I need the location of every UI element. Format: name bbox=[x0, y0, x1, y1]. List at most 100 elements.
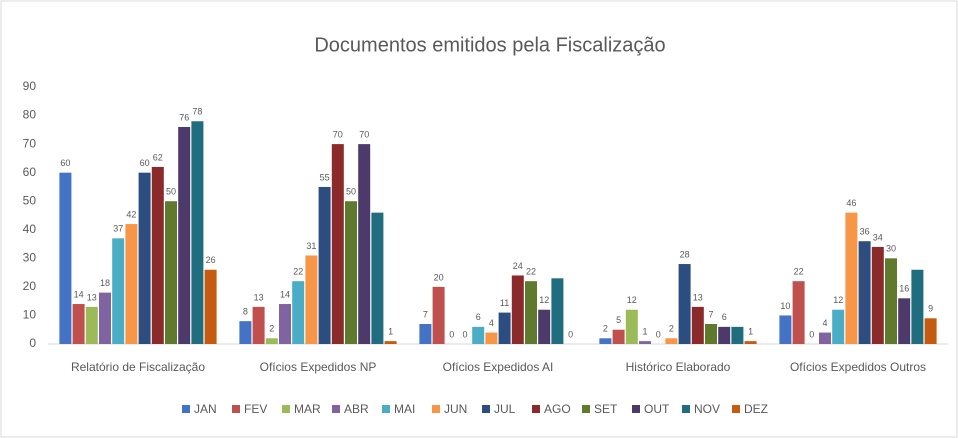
legend-swatch bbox=[232, 405, 240, 413]
x-tick-label: Ofícios Expedidos NP bbox=[260, 360, 377, 374]
data-label: 31 bbox=[306, 241, 316, 251]
data-label: 10 bbox=[780, 301, 790, 311]
data-label: 60 bbox=[60, 158, 70, 168]
bar bbox=[858, 241, 871, 344]
legend-swatch bbox=[332, 405, 340, 413]
data-label: 0 bbox=[449, 329, 454, 339]
legend-swatch bbox=[682, 405, 690, 413]
legend-label: FEV bbox=[244, 402, 267, 416]
data-label: 60 bbox=[140, 158, 150, 168]
data-label: 12 bbox=[539, 295, 549, 305]
bar bbox=[279, 304, 291, 344]
legend-label: JUN bbox=[444, 402, 467, 416]
bar bbox=[792, 281, 805, 344]
data-label: 70 bbox=[333, 129, 343, 139]
data-label: 1 bbox=[748, 327, 753, 337]
data-label: 0 bbox=[568, 329, 573, 339]
bar bbox=[472, 326, 485, 344]
bar bbox=[72, 304, 85, 344]
data-label: 0 bbox=[656, 329, 661, 339]
data-label: 24 bbox=[513, 261, 523, 271]
bar bbox=[178, 126, 191, 344]
legend-swatch bbox=[582, 405, 590, 413]
bar bbox=[138, 172, 151, 344]
legend-label: SET bbox=[594, 402, 618, 416]
y-tick-label: 10 bbox=[23, 308, 37, 322]
data-label: 34 bbox=[873, 232, 883, 242]
bar bbox=[718, 326, 731, 344]
legend-label: MAR bbox=[294, 402, 321, 416]
legend-label: MAI bbox=[394, 402, 415, 416]
bar bbox=[432, 286, 445, 344]
data-label: 13 bbox=[693, 292, 703, 302]
bar bbox=[239, 321, 252, 344]
bar bbox=[705, 324, 717, 344]
bar bbox=[625, 309, 638, 344]
bar bbox=[204, 269, 217, 344]
legend-swatch bbox=[382, 405, 390, 413]
bar bbox=[599, 338, 612, 344]
bar bbox=[384, 341, 397, 344]
x-tick-label: Ofícios Expedidos Outros bbox=[790, 360, 926, 374]
legend-label: DEZ bbox=[744, 402, 768, 416]
legend-swatch bbox=[532, 405, 540, 413]
legend-label: JUL bbox=[494, 402, 516, 416]
bar bbox=[665, 338, 678, 344]
bar bbox=[371, 212, 384, 344]
y-tick-label: 30 bbox=[23, 251, 37, 265]
bar bbox=[85, 306, 98, 344]
bar bbox=[832, 309, 845, 344]
legend-swatch bbox=[182, 405, 190, 413]
data-label: 5 bbox=[616, 315, 621, 325]
data-label: 13 bbox=[87, 292, 97, 302]
bar bbox=[265, 338, 278, 344]
bar bbox=[331, 144, 344, 344]
legend-label: OUT bbox=[644, 402, 670, 416]
bar bbox=[485, 332, 498, 344]
legend-swatch bbox=[282, 405, 290, 413]
bar bbox=[525, 281, 537, 344]
data-label: 12 bbox=[627, 295, 637, 305]
data-label: 36 bbox=[860, 227, 870, 237]
y-tick-label: 50 bbox=[23, 193, 37, 207]
y-tick-label: 0 bbox=[29, 336, 36, 350]
data-label: 6 bbox=[476, 312, 481, 322]
bar bbox=[252, 306, 265, 344]
y-tick-label: 20 bbox=[23, 279, 37, 293]
bar bbox=[639, 341, 651, 344]
data-label: 8 bbox=[243, 307, 248, 317]
data-label: 42 bbox=[126, 209, 136, 219]
x-tick-label: Relatório de Fiscalização bbox=[71, 360, 205, 374]
legend-swatch bbox=[632, 405, 640, 413]
data-label: 2 bbox=[603, 324, 608, 334]
bar bbox=[691, 306, 704, 344]
bar bbox=[99, 292, 111, 344]
bar bbox=[318, 186, 331, 344]
y-tick-label: 70 bbox=[23, 136, 37, 150]
data-label: 9 bbox=[928, 304, 933, 314]
data-label: 14 bbox=[280, 289, 290, 299]
data-label: 55 bbox=[320, 172, 330, 182]
bar bbox=[871, 246, 884, 344]
data-label: 1 bbox=[388, 327, 393, 337]
bar bbox=[744, 341, 757, 344]
data-label: 0 bbox=[462, 329, 467, 339]
legend-label: ABR bbox=[344, 402, 369, 416]
x-tick-label: Histórico Elaborado bbox=[626, 360, 731, 374]
bar bbox=[59, 172, 72, 344]
y-tick-label: 90 bbox=[23, 79, 37, 93]
bar bbox=[779, 315, 792, 344]
y-tick-label: 80 bbox=[23, 108, 37, 122]
data-label: 37 bbox=[113, 224, 123, 234]
data-label: 18 bbox=[100, 278, 110, 288]
bar bbox=[819, 332, 831, 344]
data-label: 6 bbox=[722, 312, 727, 322]
legend-swatch bbox=[432, 405, 440, 413]
data-label: 46 bbox=[846, 198, 856, 208]
data-label: 30 bbox=[886, 244, 896, 254]
data-label: 70 bbox=[359, 129, 369, 139]
data-label: 22 bbox=[794, 267, 804, 277]
bar bbox=[678, 264, 691, 344]
data-label: 4 bbox=[489, 318, 494, 328]
